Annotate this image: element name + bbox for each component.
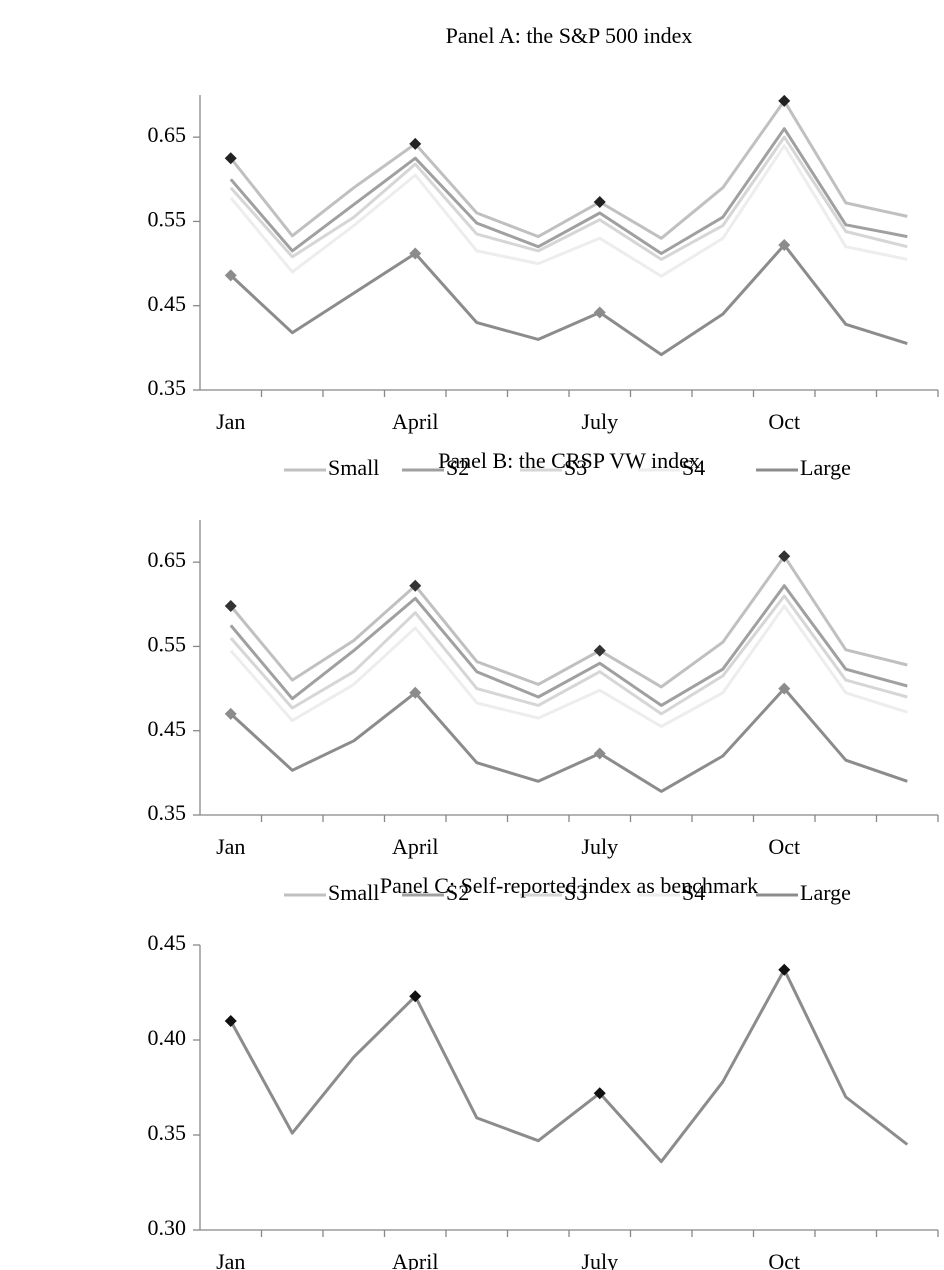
y-tick-label: 0.65: [148, 547, 187, 572]
legend-label: Small: [328, 880, 379, 905]
x-tick-label: July: [581, 409, 618, 434]
y-tick-label: 0.55: [148, 206, 187, 231]
marker: [778, 963, 791, 976]
marker: [224, 269, 237, 282]
marker: [409, 686, 422, 699]
x-tick-label: Oct: [768, 1249, 800, 1270]
marker: [593, 747, 606, 760]
chart-title: Panel B: the CRSP VW index: [438, 448, 700, 473]
x-tick-label: April: [392, 1249, 438, 1270]
marker: [778, 682, 791, 695]
chart-title: Panel C: Self-reported index as benchmar…: [380, 873, 758, 898]
series-line: [229, 594, 908, 716]
legend-label: Large: [800, 880, 851, 905]
y-tick-label: 0.35: [148, 375, 187, 400]
y-tick-label: 0.35: [148, 800, 187, 825]
series-line: [229, 554, 908, 689]
x-tick-label: July: [581, 834, 618, 859]
y-tick-label: 0.30: [148, 1215, 187, 1240]
marker: [593, 306, 606, 319]
y-tick-label: 0.35: [148, 1120, 187, 1145]
series-line: [229, 243, 908, 357]
y-tick-label: 0.40: [148, 1025, 187, 1050]
x-tick-label: April: [392, 409, 438, 434]
series-line: [229, 604, 908, 728]
x-tick-label: April: [392, 834, 438, 859]
legend-label: S2: [446, 880, 469, 905]
series-line: [229, 687, 908, 793]
y-tick-label: 0.45: [148, 716, 187, 741]
series-line: [229, 127, 908, 255]
legend-label: S2: [446, 455, 469, 480]
marker: [224, 707, 237, 720]
marker: [593, 196, 606, 209]
chart-title: Panel A: the S&P 500 index: [446, 23, 693, 48]
x-tick-label: Oct: [768, 834, 800, 859]
marker: [409, 990, 422, 1003]
legend-label: S4: [682, 880, 705, 905]
marker: [593, 644, 606, 657]
marker: [593, 1087, 606, 1100]
x-tick-label: Jan: [216, 834, 245, 859]
series-line: [229, 99, 908, 240]
x-tick-label: Oct: [768, 409, 800, 434]
y-tick-label: 0.55: [148, 631, 187, 656]
legend-label: Large: [800, 455, 851, 480]
legend-label: S3: [564, 880, 587, 905]
x-tick-label: July: [581, 1249, 618, 1270]
marker: [778, 550, 791, 563]
marker: [224, 1015, 237, 1027]
x-tick-label: Jan: [216, 409, 245, 434]
legend-label: Small: [328, 455, 379, 480]
marker: [409, 579, 422, 592]
legend-label: S4: [682, 455, 705, 480]
series-line: [229, 968, 909, 1164]
y-tick-label: 0.45: [148, 291, 187, 316]
marker: [409, 137, 422, 150]
legend-label: S3: [564, 455, 587, 480]
marker: [224, 599, 237, 612]
series-line: [229, 144, 908, 278]
y-tick-label: 0.65: [148, 122, 187, 147]
marker: [778, 239, 791, 252]
series-line: [229, 135, 908, 261]
y-tick-label: 0.45: [148, 930, 187, 955]
marker: [778, 94, 791, 107]
x-tick-label: Jan: [216, 1249, 245, 1270]
marker: [409, 247, 422, 260]
series-line: [229, 584, 908, 707]
marker: [224, 152, 237, 165]
